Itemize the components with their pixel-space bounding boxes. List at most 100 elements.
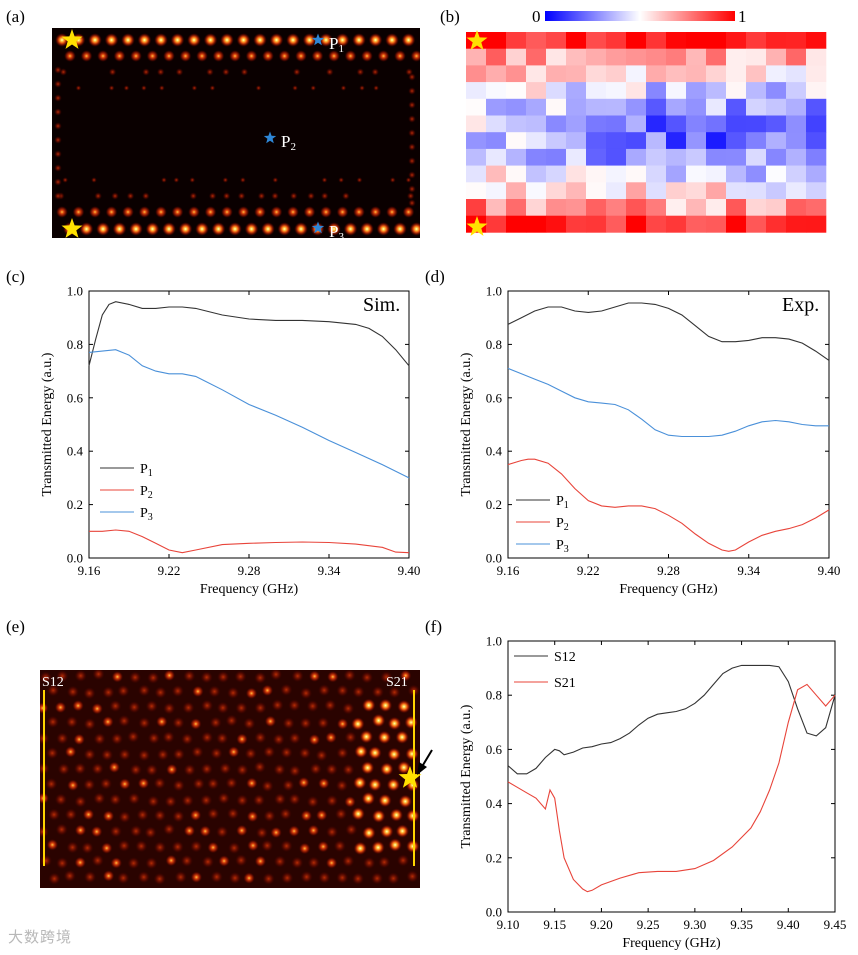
field-spot xyxy=(170,33,185,47)
field-spot xyxy=(237,192,246,200)
field-spot xyxy=(354,744,368,759)
field-spot xyxy=(102,869,115,882)
field-spot xyxy=(207,684,222,699)
field-spot xyxy=(108,792,123,807)
heatmap-cell xyxy=(486,182,507,200)
field-spot xyxy=(46,838,59,851)
field-spot xyxy=(236,733,248,746)
field-spot xyxy=(224,776,239,790)
heatmap-cell xyxy=(526,148,547,166)
y-tick-label: 1.0 xyxy=(67,284,83,299)
field-spot xyxy=(405,839,420,854)
y-tick-label: 1.0 xyxy=(486,284,502,299)
colorbar xyxy=(545,11,735,21)
field-spot xyxy=(110,731,124,746)
field-spot xyxy=(405,177,412,183)
field-spot xyxy=(127,791,142,806)
heatmap-cell xyxy=(466,48,487,66)
field-spot xyxy=(290,670,305,683)
field-spot xyxy=(108,699,123,713)
heatmap-cell xyxy=(666,32,687,49)
field-spot xyxy=(326,670,339,683)
field-spot xyxy=(246,810,259,823)
field-spot xyxy=(306,855,321,870)
field-spot xyxy=(260,779,275,794)
field-spot xyxy=(237,206,250,218)
field-spot xyxy=(271,732,286,747)
field-spot xyxy=(53,792,68,807)
field-spot xyxy=(408,171,416,179)
panel-label-f: (f) xyxy=(425,617,442,636)
field-spot xyxy=(393,222,407,236)
heatmap-cell xyxy=(646,65,667,83)
field-spot xyxy=(145,222,160,236)
heatmap-cell xyxy=(726,148,747,166)
field-spot xyxy=(90,853,105,868)
field-spot xyxy=(165,854,178,867)
heatmap-cell xyxy=(566,32,587,49)
field-spot xyxy=(281,778,296,793)
field-spot xyxy=(199,762,214,776)
heatmap-cell xyxy=(726,165,747,183)
field-spot xyxy=(117,713,132,728)
heatmap-cell xyxy=(526,32,547,49)
heatmap-cell xyxy=(686,182,707,200)
field-spot xyxy=(221,206,233,218)
field-spot xyxy=(307,192,316,200)
field-spot xyxy=(82,808,95,821)
field-spot xyxy=(288,825,301,838)
source-star-icon xyxy=(466,216,488,236)
field-spot xyxy=(387,747,402,762)
heatmap-cell xyxy=(586,132,607,150)
field-spot xyxy=(224,713,239,728)
field-spot xyxy=(308,670,321,683)
y-tick-label: 0.2 xyxy=(486,850,502,865)
heatmap-cell xyxy=(566,82,587,100)
heatmap-cell xyxy=(626,148,647,166)
heatmap-cell xyxy=(546,148,567,166)
field-spot xyxy=(227,745,240,758)
s21-label: S21 xyxy=(386,675,408,690)
field-spot xyxy=(254,855,267,868)
heatmap-cell xyxy=(706,148,727,166)
heatmap-cell xyxy=(726,82,747,100)
panel-label-d: (d) xyxy=(425,267,445,286)
heatmap-cell xyxy=(506,82,527,100)
field-spot xyxy=(281,716,296,731)
heatmap-cell xyxy=(546,165,567,183)
x-axis-label: Frequency (GHz) xyxy=(622,936,721,951)
field-spot xyxy=(79,222,94,236)
heatmap-cell xyxy=(566,182,587,200)
heatmap-cell xyxy=(766,199,787,216)
heatmap-cell xyxy=(506,148,527,166)
field-spot xyxy=(253,670,268,685)
field-spot xyxy=(387,685,402,700)
field-spot xyxy=(209,869,224,884)
heatmap-cell xyxy=(646,199,667,216)
field-spot xyxy=(344,795,356,808)
field-spot xyxy=(196,50,208,62)
probe-star-icon xyxy=(311,33,325,46)
field-spot xyxy=(144,699,159,714)
field-spot xyxy=(386,871,401,886)
field-spot xyxy=(108,68,117,76)
heatmap-cell xyxy=(746,132,767,150)
chart-annotation: Exp. xyxy=(782,294,819,316)
field-spot xyxy=(171,778,186,793)
field-spot xyxy=(356,177,363,183)
field-spot xyxy=(325,856,338,869)
field-spot xyxy=(317,870,332,885)
heatmap-cell xyxy=(646,182,667,200)
heatmap-cell xyxy=(686,115,707,133)
legend-entry: P2 xyxy=(556,516,569,533)
field-spot xyxy=(370,871,385,886)
heatmap-cell xyxy=(546,48,567,66)
field-spot xyxy=(165,763,178,776)
field-spot xyxy=(116,683,131,698)
y-tick-label: 0.2 xyxy=(67,497,83,512)
heatmap-cell xyxy=(606,82,627,100)
colorbar-max-label: 1 xyxy=(738,7,747,26)
field-spot xyxy=(321,177,328,183)
field-spot xyxy=(55,856,70,871)
